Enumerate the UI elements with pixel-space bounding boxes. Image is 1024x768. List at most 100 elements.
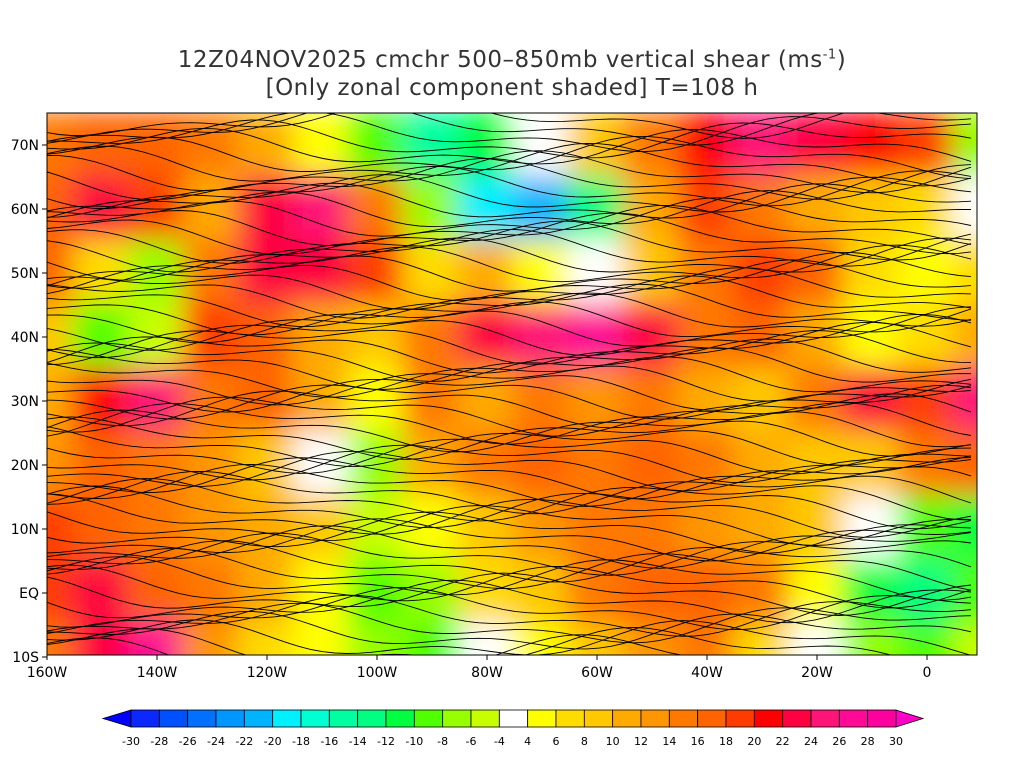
colorbar-swatch: [697, 709, 727, 728]
streamline: [47, 511, 972, 554]
field-cell: [568, 495, 626, 563]
field-cell: [843, 367, 901, 435]
streamline: [47, 292, 972, 336]
colorbar-swatch: [668, 709, 699, 728]
field-cell: [568, 239, 626, 307]
colorbar-label: -28: [150, 735, 168, 748]
colorbar-swatch: [867, 709, 897, 728]
streamline: [47, 610, 972, 650]
colorbar-label: 10: [606, 735, 620, 748]
streamline: [47, 572, 972, 616]
field-cell: [128, 113, 186, 179]
colorbar-label: 24: [804, 735, 818, 748]
field-cell: [73, 623, 131, 655]
streamline: [47, 579, 972, 624]
title-text: 12Z04NOV2025 cmchr 500–850mb vertical sh…: [177, 47, 823, 73]
field-cell: [47, 495, 76, 563]
streamline: [47, 229, 972, 273]
field-cell: [623, 495, 681, 563]
streamline: [47, 556, 972, 601]
field-cell: [953, 367, 977, 435]
field-cell: [183, 623, 241, 655]
field-cell: [678, 623, 736, 655]
streamline: [47, 283, 972, 328]
lat-tick-label: 70N: [11, 138, 39, 154]
field-cell: [843, 175, 901, 243]
colorbar-swatch: [612, 709, 642, 728]
title-close-paren: ): [836, 47, 847, 73]
field-cell: [403, 623, 461, 655]
streamline: [47, 540, 972, 583]
field-cell: [843, 623, 901, 655]
field-cell: [128, 367, 186, 435]
colorbar-under-triangle: [101, 709, 132, 728]
colorbar-swatch: [498, 709, 529, 728]
field-cell: [843, 239, 901, 307]
field-cell: [293, 367, 351, 435]
colorbar-swatch: [187, 709, 217, 728]
field-cell: [898, 113, 956, 179]
colorbar-swatch: [640, 709, 670, 728]
streamline: [47, 251, 972, 295]
colorbar-label: 26: [832, 735, 846, 748]
streamline: [47, 564, 972, 609]
field-cell: [403, 303, 461, 371]
colorbar-swatch: [810, 709, 840, 728]
colorbar-swatch: [130, 709, 160, 728]
streamline: [47, 142, 972, 187]
streamline: [47, 338, 972, 382]
streamline: [47, 113, 846, 139]
streamline: [47, 493, 972, 538]
streamline: [47, 275, 972, 319]
field-cell: [73, 113, 131, 179]
field-cell: [898, 367, 956, 435]
lon-tick-label: 60W: [581, 665, 613, 681]
field-cell: [348, 239, 406, 307]
field-cell: [623, 239, 681, 307]
field-cell: [73, 367, 131, 435]
field-cell: [348, 431, 406, 499]
streamline: [47, 634, 684, 655]
streamline: [47, 313, 972, 359]
field-cell: [733, 431, 791, 499]
field-cell: [678, 495, 736, 563]
colorbar-swatch: [555, 709, 585, 728]
field-cell: [183, 431, 241, 499]
colorbar-swatch: [328, 709, 359, 728]
field-cell: [458, 303, 516, 371]
colorbar-swatch: [243, 709, 274, 728]
streamline: [47, 457, 972, 500]
colorbar-label: 20: [747, 735, 761, 748]
streamline: [47, 478, 972, 522]
colorbar-label: -24: [207, 735, 225, 748]
streamline: [47, 627, 892, 655]
lat-axis: 70N 60N 50N 40N 30N 20N 10N EQ 10S: [11, 138, 47, 666]
streamline: [47, 182, 972, 219]
field-cell: [953, 431, 977, 499]
streamline: [47, 135, 972, 180]
lat-tick-label: EQ: [19, 586, 39, 602]
streamline: [47, 416, 972, 460]
field-cell: [568, 559, 626, 627]
field-cell: [953, 113, 977, 179]
colorbar-swatch: [413, 709, 444, 728]
field-cell: [183, 175, 241, 243]
colorbar-label: 28: [861, 735, 875, 748]
colorbar: -30 -28 -26 -24 -22 -20 -18 -16 -14 -12 -10 -8 -6 -4 4…: [101, 709, 925, 748]
field-cell: [348, 113, 406, 179]
field-cell: [513, 495, 571, 563]
streamline: [47, 525, 972, 569]
map-frame: [46, 112, 978, 656]
colorbar-swatch: [583, 709, 614, 728]
field-cell: [47, 303, 76, 371]
field-cell: [293, 431, 351, 499]
streamline: [47, 174, 972, 218]
colorbar-label: -22: [235, 735, 253, 748]
streamline: [47, 548, 972, 591]
streamline: [47, 244, 972, 289]
field-cell: [403, 367, 461, 435]
colorbar-label: -14: [349, 735, 367, 748]
field-cell: [623, 113, 681, 179]
field-cell: [47, 431, 76, 499]
